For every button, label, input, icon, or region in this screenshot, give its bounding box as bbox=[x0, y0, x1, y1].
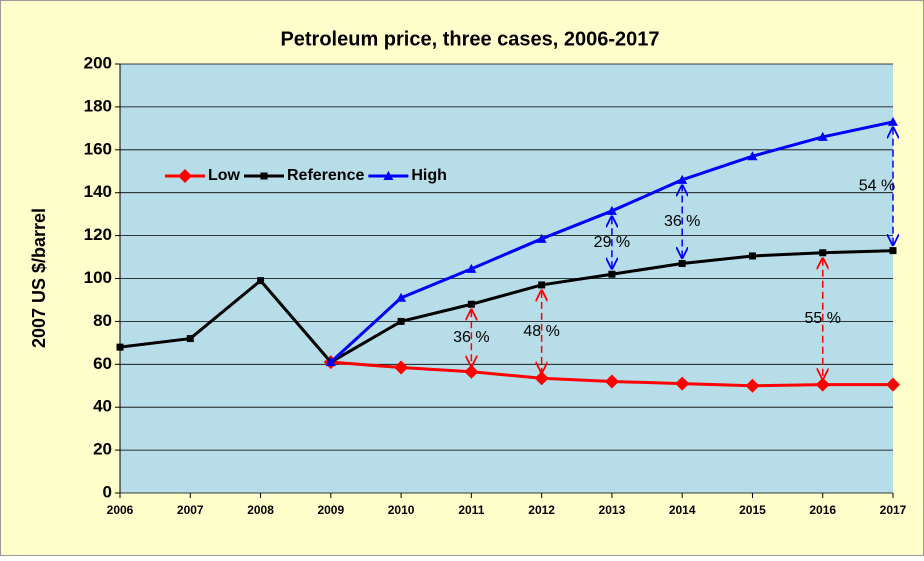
data-point bbox=[889, 247, 897, 255]
y-tick-label: 120 bbox=[84, 225, 112, 244]
x-tick-label: 2015 bbox=[739, 503, 766, 517]
data-point bbox=[397, 317, 405, 325]
series-line bbox=[119, 249, 894, 365]
legend-marker bbox=[178, 169, 192, 183]
x-tick-label: 2016 bbox=[809, 503, 836, 517]
data-point bbox=[886, 377, 900, 392]
x-tick-label: 2011 bbox=[458, 503, 484, 517]
annotation-label: 48 % bbox=[523, 323, 559, 340]
legend-label: Low bbox=[208, 167, 241, 184]
annotation-label: 36 % bbox=[453, 329, 489, 346]
data-point bbox=[186, 335, 194, 343]
data-point bbox=[606, 205, 617, 215]
data-point bbox=[536, 233, 547, 243]
x-tick-label: 2009 bbox=[317, 503, 344, 517]
x-tick-label: 2017 bbox=[880, 503, 907, 517]
data-point bbox=[747, 151, 758, 161]
data-point bbox=[257, 277, 265, 285]
y-tick-label: 0 bbox=[103, 482, 112, 501]
data-point bbox=[325, 357, 336, 367]
data-point bbox=[608, 270, 616, 278]
x-tick-label: 2012 bbox=[528, 503, 555, 517]
y-axis-label: 2007 US $/barrel bbox=[29, 208, 49, 348]
annotation-label: 55 % bbox=[804, 310, 840, 327]
data-point bbox=[819, 249, 827, 257]
y-tick-label: 180 bbox=[84, 96, 112, 115]
data-point bbox=[466, 263, 477, 273]
data-point bbox=[817, 131, 828, 141]
annotation-label: 36 % bbox=[664, 213, 700, 230]
data-point bbox=[675, 376, 690, 391]
data-point bbox=[534, 371, 549, 386]
data-point bbox=[396, 292, 407, 302]
annotation-label: 29 % bbox=[594, 234, 630, 251]
y-tick-label: 200 bbox=[84, 53, 112, 72]
data-point bbox=[815, 377, 830, 392]
y-tick-label: 40 bbox=[93, 397, 112, 416]
x-tick-label: 2010 bbox=[388, 503, 415, 517]
chart-title: Petroleum price, three cases, 2006-2017 bbox=[280, 28, 659, 50]
x-tick-label: 2013 bbox=[599, 503, 626, 517]
data-point bbox=[748, 252, 756, 260]
y-tick-label: 100 bbox=[84, 268, 112, 287]
x-tick-label: 2007 bbox=[177, 503, 204, 517]
y-tick-label: 20 bbox=[93, 440, 112, 459]
data-point bbox=[464, 364, 479, 379]
x-tick-label: 2008 bbox=[247, 503, 274, 517]
y-tick-label: 140 bbox=[84, 182, 112, 201]
data-point bbox=[745, 378, 760, 393]
data-point bbox=[467, 300, 475, 308]
data-point bbox=[604, 374, 619, 389]
y-tick-label: 80 bbox=[93, 311, 112, 330]
legend-label: High bbox=[411, 167, 447, 184]
data-point bbox=[678, 259, 686, 267]
x-tick-label: 2006 bbox=[107, 503, 134, 517]
data-point bbox=[394, 360, 409, 375]
x-tick-label: 2014 bbox=[669, 503, 696, 517]
y-tick-label: 60 bbox=[93, 354, 112, 373]
data-point bbox=[538, 281, 546, 289]
data-point bbox=[888, 116, 898, 126]
data-point bbox=[116, 343, 124, 351]
legend-label: Reference bbox=[287, 167, 364, 184]
legend-marker bbox=[260, 172, 268, 180]
annotation-label: 54 % bbox=[859, 177, 895, 194]
legend-marker bbox=[383, 171, 394, 180]
data-point bbox=[677, 174, 688, 184]
y-tick-label: 160 bbox=[84, 139, 112, 158]
